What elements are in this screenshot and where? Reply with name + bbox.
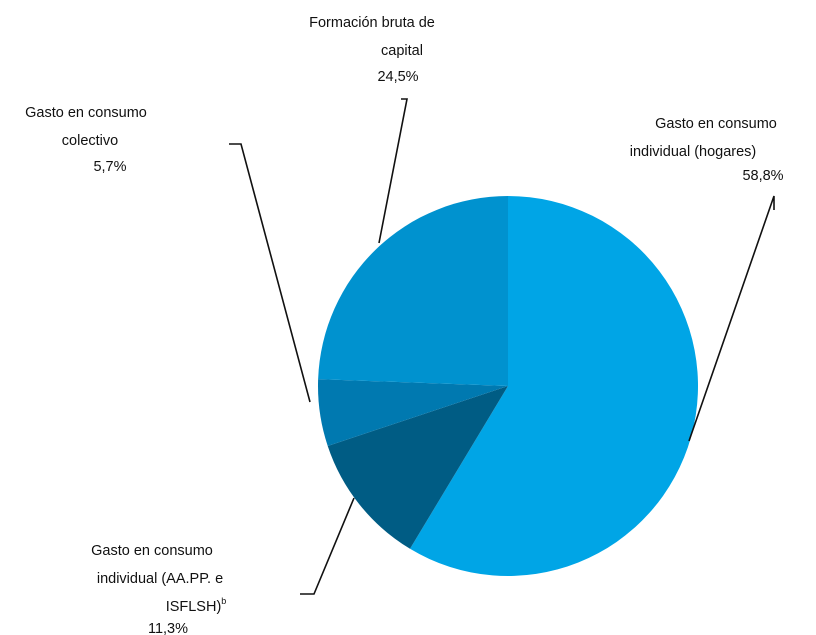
label-gasto-individual-aapp: Gasto en consumo individual (AA.PP. e ISFL… (91, 543, 226, 635)
slice-gasto-individual-hogares (410, 196, 699, 576)
slice-label-line: Gasto en consumo (655, 116, 777, 132)
slice-label-line: capital (381, 43, 423, 59)
leader-line (688, 195, 775, 442)
footnote-marker: b (221, 596, 226, 606)
slice-label-line: Gasto en consumo (25, 105, 147, 121)
slice-labels: Gasto en consumo individual (hogares) 58,8… (25, 15, 784, 635)
slice-label-line: individual (AA.PP. e (97, 571, 223, 587)
slice-percentage: 24,5% (377, 69, 418, 85)
label-gasto-individual-hogares: Gasto en consumo individual (hogares) 58,8… (630, 116, 784, 184)
slice-percentage: 58,8% (742, 168, 783, 184)
leader-line (378, 98, 408, 244)
leader-lines (229, 98, 775, 595)
slice-label-line: Formación bruta de (309, 15, 435, 31)
label-formacion-bruta-capital: Formación bruta de capital 24,5% (309, 15, 435, 85)
slice-label-line: ISFLSH)b (166, 596, 227, 615)
slice-gasto-colectivo (317, 379, 508, 446)
slice-gasto-individual-aapp (327, 386, 508, 549)
slice-label-line: colectivo (62, 133, 118, 149)
leader-line (229, 143, 311, 403)
pie-slices (317, 195, 699, 576)
slice-label-line: individual (hogares) (630, 144, 757, 160)
label-gasto-colectivo: Gasto en consumo colectivo 5,7% (25, 105, 147, 175)
slice-percentage: 11,3% (148, 621, 188, 635)
slice-formacion-bruta-capital (318, 195, 508, 386)
slice-label-line: Gasto en consumo (91, 543, 213, 559)
slice-percentage: 5,7% (93, 159, 126, 175)
leader-line (300, 497, 355, 595)
